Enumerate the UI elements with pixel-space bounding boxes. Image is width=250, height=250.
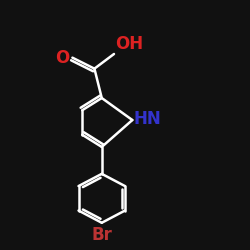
Text: Br: Br [91, 226, 112, 244]
Text: HN: HN [134, 110, 161, 128]
Text: O: O [55, 49, 70, 67]
Text: OH: OH [115, 35, 143, 53]
